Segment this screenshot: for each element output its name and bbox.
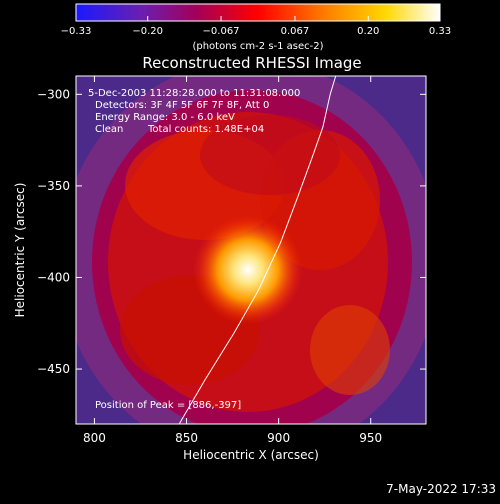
colorbar-tick-label: −0.20 bbox=[132, 26, 163, 37]
colorbar-units-label: (photons cm-2 s-1 asec-2) bbox=[192, 41, 323, 52]
solar-limb-line bbox=[178, 76, 337, 424]
colorbar-tick-label: 0.33 bbox=[429, 26, 451, 37]
observation-annotations: 5-Dec-2003 11:28:28.000 to 11:31:08.000 … bbox=[88, 88, 300, 411]
chart-title: Reconstructed RHESSI Image bbox=[142, 54, 361, 72]
colorbar-ticks: −0.33 −0.20 −0.067 0.067 0.20 0.33 bbox=[61, 16, 451, 37]
plot-timestamp: 7-May-2022 17:33 bbox=[386, 482, 496, 496]
colorbar-frame bbox=[75, 3, 441, 22]
time-range-annotation: 5-Dec-2003 11:28:28.000 to 11:31:08.000 bbox=[88, 88, 300, 99]
x-tick-label: 850 bbox=[175, 431, 198, 445]
colorbar-tick-label: 0.20 bbox=[357, 26, 379, 37]
colorbar-tick-label: 0.067 bbox=[281, 26, 310, 37]
colorbar-tick-label: −0.067 bbox=[203, 26, 240, 37]
algorithm-annotation: Clean bbox=[95, 124, 123, 135]
peak-source bbox=[193, 215, 303, 325]
energy-range-annotation: Energy Range: 3.0 - 6.0 keV bbox=[95, 112, 235, 123]
y-tick-label: −400 bbox=[37, 270, 70, 284]
y-tick-label: −300 bbox=[37, 87, 70, 101]
colorbar bbox=[76, 4, 440, 21]
peak-position-annotation: Position of Peak = [886,-397] bbox=[95, 400, 241, 411]
plot-frame bbox=[75, 75, 427, 425]
y-tick-label: −450 bbox=[37, 362, 70, 376]
x-tick-label: 900 bbox=[267, 431, 290, 445]
total-counts-annotation: Total counts: 1.48E+04 bbox=[147, 124, 264, 135]
heatmap-image bbox=[76, 76, 426, 424]
x-axis-label: Heliocentric X (arcsec) bbox=[183, 448, 319, 462]
y-tick-label: −350 bbox=[37, 179, 70, 193]
x-axis-ticks: 800 850 900 950 bbox=[83, 76, 382, 445]
y-axis-ticks: −300 −350 −400 −450 bbox=[37, 87, 426, 376]
detectors-annotation: Detectors: 3F 4F 5F 6F 7F 8F, Att 0 bbox=[95, 100, 269, 111]
x-tick-label: 950 bbox=[359, 431, 382, 445]
y-axis-label: Heliocentric Y (arcsec) bbox=[13, 183, 27, 318]
x-tick-label: 800 bbox=[83, 431, 106, 445]
colorbar-tick-label: −0.33 bbox=[61, 26, 92, 37]
